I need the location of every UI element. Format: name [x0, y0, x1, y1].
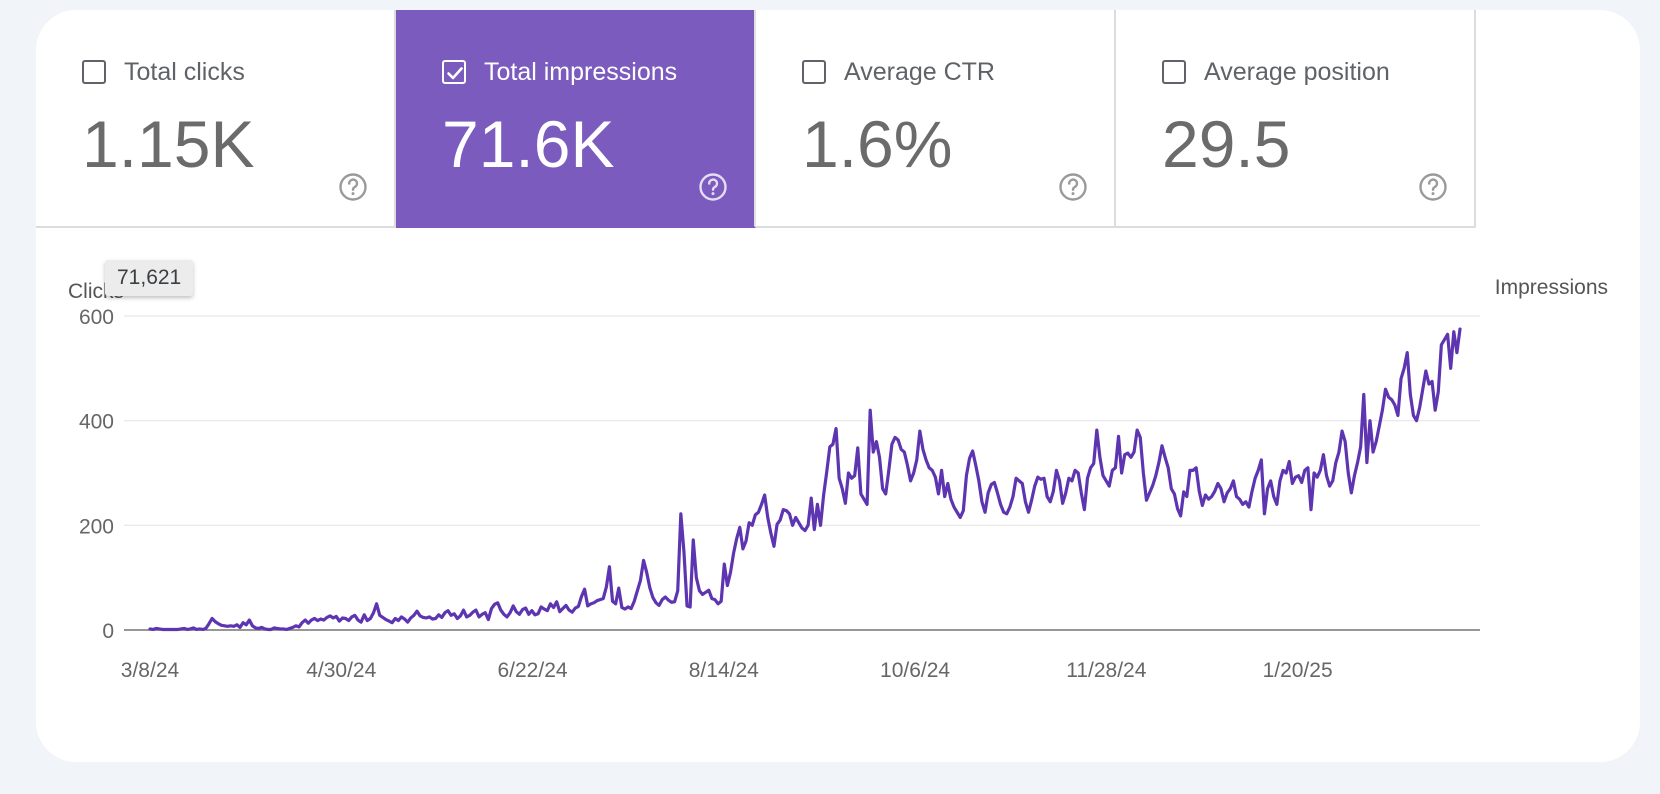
checkbox[interactable]	[1162, 60, 1186, 84]
impressions-series-line	[148, 327, 1462, 632]
help-circle-icon[interactable]	[1058, 172, 1088, 202]
x-tick-label: 6/22/24	[497, 659, 567, 682]
x-tick-label: 3/8/24	[121, 659, 180, 682]
metric-card-average-ctr[interactable]: Average CTR 1.6%	[756, 10, 1116, 228]
metric-card-total-clicks[interactable]: Total clicks 1.15K	[36, 10, 396, 228]
y-tick-label: 200	[79, 515, 114, 538]
x-tick-label: 1/20/25	[1263, 659, 1333, 682]
metric-label: Total impressions	[484, 58, 678, 86]
x-tick-label: 10/6/24	[880, 659, 950, 682]
performance-card: Total clicks 1.15K Total impressions 71.…	[36, 10, 1640, 762]
y-tick-labels: 0 200 400 600	[79, 306, 114, 643]
x-tick-label: 8/14/24	[689, 659, 759, 682]
metric-value: 29.5	[1162, 107, 1291, 181]
metric-card-total-impressions[interactable]: Total impressions 71.6K	[396, 10, 756, 228]
x-tick-label: 4/30/24	[306, 659, 376, 682]
metric-card-average-position[interactable]: Average position 29.5	[1116, 10, 1476, 228]
metric-label: Average position	[1204, 58, 1390, 86]
y-tick-label: 600	[79, 306, 114, 329]
checkbox[interactable]	[82, 60, 106, 84]
chart-area: Clicks Impressions 0 200 400 600 3/8/24 4/30…	[36, 228, 1640, 762]
metric-value: 71.6K	[442, 107, 615, 181]
y-tick-label: 400	[79, 411, 114, 434]
metric-tabs: Total clicks 1.15K Total impressions 71.…	[36, 10, 1476, 228]
y-tick-label: 0	[102, 620, 114, 643]
metric-value: 1.15K	[82, 107, 255, 181]
checkbox[interactable]	[802, 60, 826, 84]
hover-tooltip: 71,621	[105, 260, 194, 296]
checkmark-icon	[447, 67, 463, 80]
grid-lines	[124, 315, 1480, 631]
metric-label: Average CTR	[844, 58, 995, 86]
x-tick-labels: 3/8/24 4/30/24 6/22/24 8/14/24 10/6/24 11/28/…	[121, 659, 1333, 682]
x-tick-label: 11/28/24	[1066, 659, 1147, 682]
help-circle-icon[interactable]	[338, 172, 368, 202]
help-circle-icon[interactable]	[698, 172, 728, 202]
help-circle-icon[interactable]	[1418, 172, 1448, 202]
checkbox[interactable]	[442, 60, 466, 84]
right-axis-label: Impressions	[1495, 276, 1608, 299]
metric-label: Total clicks	[124, 58, 245, 86]
metric-value: 1.6%	[802, 107, 953, 181]
